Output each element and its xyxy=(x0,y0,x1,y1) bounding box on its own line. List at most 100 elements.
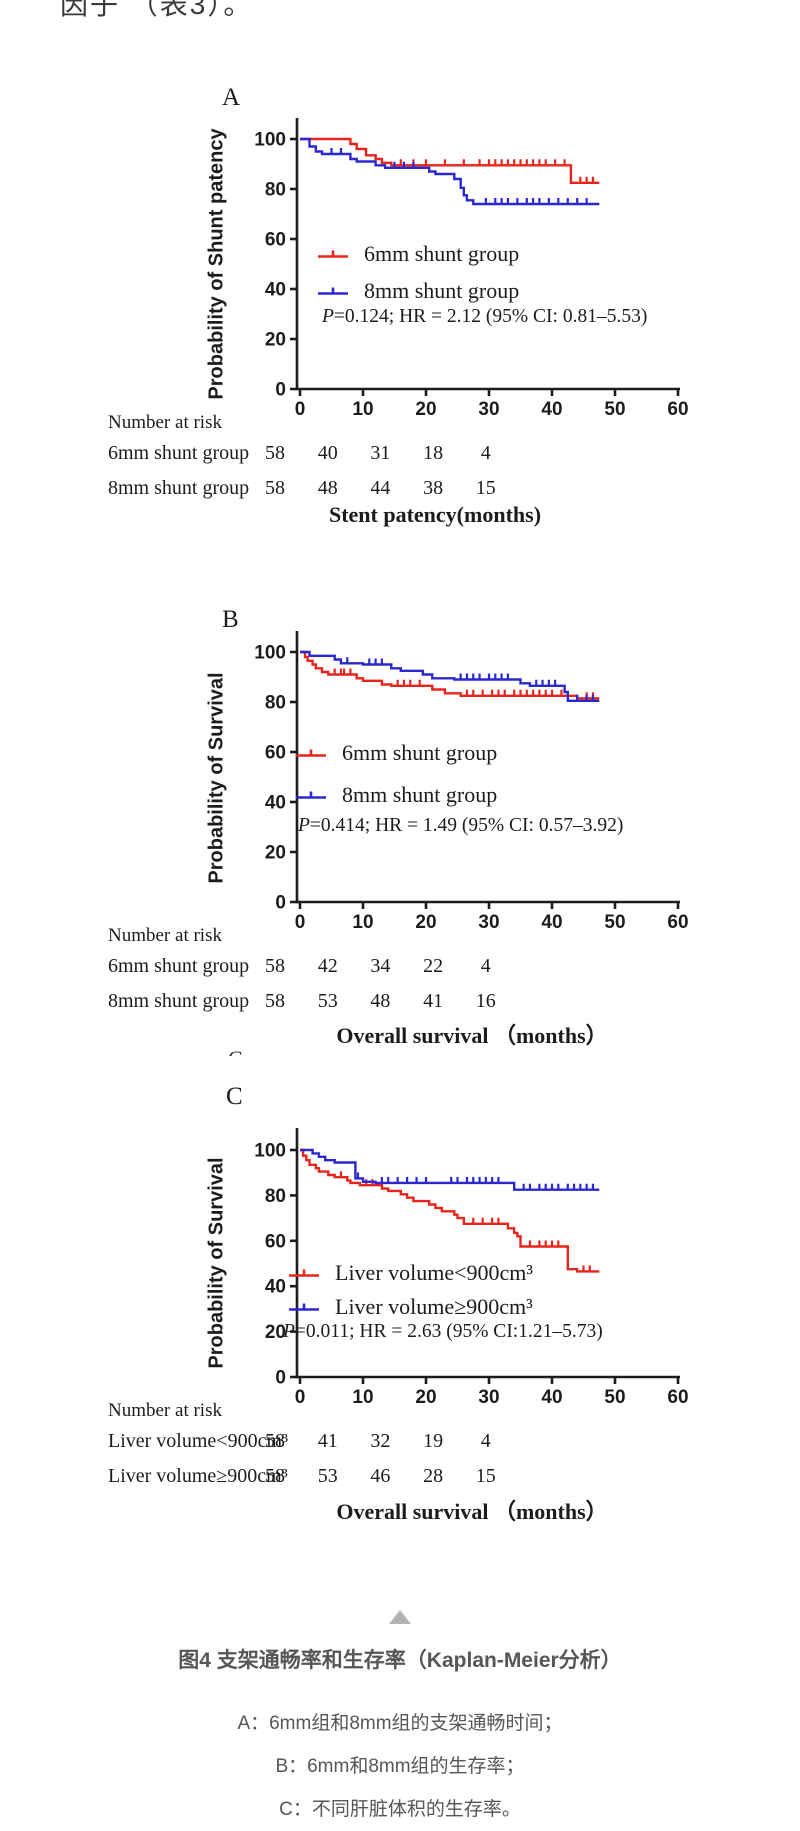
legend-label: 8mm shunt group xyxy=(342,782,498,807)
km-plot-c: 0 20 40 60 80 100 0 10 20 30 40 50 60 xyxy=(254,1128,689,1408)
y-tick-label: 100 xyxy=(254,643,286,664)
panel-c-y-axis-title: Probability of Survival xyxy=(205,1157,228,1369)
y-tick-label: 0 xyxy=(275,893,286,914)
legend-label: 6mm shunt group xyxy=(364,241,520,266)
blue-line-marker-icon xyxy=(289,1303,319,1311)
panel-c-number-at-risk-table: Number at risk Liver volume<900cm³ 58 41 32 1… xyxy=(0,1046,800,1487)
risk-row: 6mm shunt group 58 42 34 22 4 xyxy=(0,955,800,979)
panel-a-x-axis-title: Stent patency(months) xyxy=(328,502,542,527)
y-tick-label: 80 xyxy=(265,1186,286,1207)
km-curve xyxy=(300,650,600,702)
risk-count: 16 xyxy=(475,990,496,1012)
risk-count: 4 xyxy=(480,1430,491,1452)
legend-item: Liver volume<900cm³ xyxy=(288,1260,533,1286)
risk-count: 58 xyxy=(265,1430,285,1452)
panel-c-x-axis-title: Overall survival （months） xyxy=(336,1499,608,1524)
risk-count: 31 xyxy=(370,442,391,464)
risk-row-label: 6mm shunt group xyxy=(108,955,250,977)
legend-label: Liver volume<900cm³ xyxy=(335,1260,534,1285)
risk-count: 15 xyxy=(475,477,496,499)
x-tick-label: 0 xyxy=(295,912,306,933)
x-tick-label: 0 xyxy=(295,399,306,420)
legend-label: 6mm shunt group xyxy=(342,740,498,765)
risk-count: 34 xyxy=(370,955,391,977)
risk-count: 40 xyxy=(317,442,338,464)
panel-a-statistics: P=0.124; HR = 2.12 (95% CI: 0.81–5.53) xyxy=(322,306,648,327)
x-tick-label: 40 xyxy=(541,912,562,933)
risk-row: Liver volume<900cm³ 58 41 32 19 4 xyxy=(0,1430,800,1454)
y-tick-label: 40 xyxy=(265,280,286,301)
legend-item: Liver volume≥900cm³ xyxy=(288,1294,533,1320)
risk-row-label: 6mm shunt group xyxy=(108,442,250,464)
risk-count: 46 xyxy=(370,1465,391,1487)
panel-c-legend: Liver volume<900cm³ Liver volume≥900cm³ xyxy=(288,1260,533,1328)
number-at-risk-header: Number at risk xyxy=(108,412,222,433)
x-tick-label: 50 xyxy=(604,399,625,420)
risk-count: 38 xyxy=(423,477,444,499)
collapse-triangle-icon xyxy=(389,1610,411,1624)
caption-line-c: C：不同肝脏体积的生存率。 xyxy=(279,1799,521,1820)
red-line-marker-icon xyxy=(318,250,348,258)
y-tick-label: 20 xyxy=(265,330,286,351)
risk-count: 42 xyxy=(317,955,338,977)
x-tick-label: 30 xyxy=(478,399,499,420)
risk-count: 32 xyxy=(370,1430,391,1452)
risk-count: 18 xyxy=(423,442,444,464)
x-tick-label: 20 xyxy=(415,1387,436,1408)
panel-b: B Probability of Survival 0 20 40 60 80 100 0 1… xyxy=(0,572,800,1048)
km-plot-a: 0 20 40 60 80 100 0 10 20 30 40 50 60 xyxy=(254,118,689,420)
x-tick-label: 0 xyxy=(295,1387,306,1408)
risk-count: 28 xyxy=(423,1465,444,1487)
x-tick-label: 60 xyxy=(667,912,688,933)
risk-count: 41 xyxy=(423,990,444,1012)
legend-label: Liver volume≥900cm³ xyxy=(335,1294,533,1319)
risk-count: 22 xyxy=(423,955,444,977)
risk-count: 58 xyxy=(265,1465,285,1487)
caption-line-b: B：6mm和8mm组的生存率； xyxy=(275,1756,525,1777)
y-tick-label: 20 xyxy=(265,843,286,864)
x-tick-label: 40 xyxy=(541,399,562,420)
y-tick-label: 20 xyxy=(265,1322,286,1343)
legend-item: 6mm shunt group xyxy=(317,241,519,267)
legend-item: 8mm shunt group xyxy=(317,278,519,304)
y-tick-label: 60 xyxy=(265,230,286,251)
x-tick-label: 10 xyxy=(352,399,373,420)
risk-row-label: 8mm shunt group xyxy=(108,990,250,1012)
red-line-marker-icon xyxy=(296,749,326,757)
risk-row-label: Liver volume<900cm³ xyxy=(108,1430,289,1452)
risk-count: 58 xyxy=(265,990,285,1012)
x-tick-label: 10 xyxy=(352,912,373,933)
panel-b-number-at-risk-table: Number at risk 6mm shunt group 58 42 34 22 4 8m… xyxy=(0,572,800,1012)
risk-count: 53 xyxy=(317,990,338,1012)
red-line-marker-icon xyxy=(289,1269,319,1277)
x-tick-label: 50 xyxy=(604,912,625,933)
km-curve xyxy=(300,137,600,206)
risk-count: 48 xyxy=(317,477,338,499)
x-tick-label: 30 xyxy=(478,1387,499,1408)
risk-row: 6mm shunt group 58 40 31 18 4 xyxy=(0,442,800,466)
risk-count: 58 xyxy=(265,442,285,464)
risk-row-label: 8mm shunt group xyxy=(108,477,250,499)
figure-caption: 图4 支架通畅率和生存率（Kaplan-Meier分析） A：6mm组和8mm组… xyxy=(0,1610,800,1831)
x-tick-label: 20 xyxy=(415,912,436,933)
panel-c-label: C xyxy=(226,1083,243,1110)
legend-item: 8mm shunt group xyxy=(295,782,497,808)
km-curve xyxy=(300,650,600,700)
number-at-risk-header: Number at risk xyxy=(108,925,222,946)
km-plot-b: 0 20 40 60 80 100 0 10 20 30 40 50 60 xyxy=(254,631,689,933)
y-tick-label: 80 xyxy=(265,693,286,714)
km-curve xyxy=(300,1148,600,1191)
y-tick-label: 100 xyxy=(254,130,286,151)
y-tick-label: 40 xyxy=(265,793,286,814)
panel-a-label: A xyxy=(222,84,241,111)
km-curve xyxy=(300,1148,600,1273)
km-curve xyxy=(300,137,600,184)
panel-a: A Probability of Shunt patency 0 20 40 60 80… xyxy=(0,58,800,572)
risk-row-label: Liver volume≥900cm³ xyxy=(108,1465,288,1487)
x-tick-label: 40 xyxy=(541,1387,562,1408)
y-tick-label: 80 xyxy=(265,180,286,201)
page-break-letter-fragment: C xyxy=(228,1046,243,1056)
panel-c-statistics: P=0.011; HR = 2.63 (95% CI:1.21–5.73) xyxy=(283,1321,603,1342)
risk-row: 8mm shunt group 58 48 44 38 15 xyxy=(0,477,800,501)
